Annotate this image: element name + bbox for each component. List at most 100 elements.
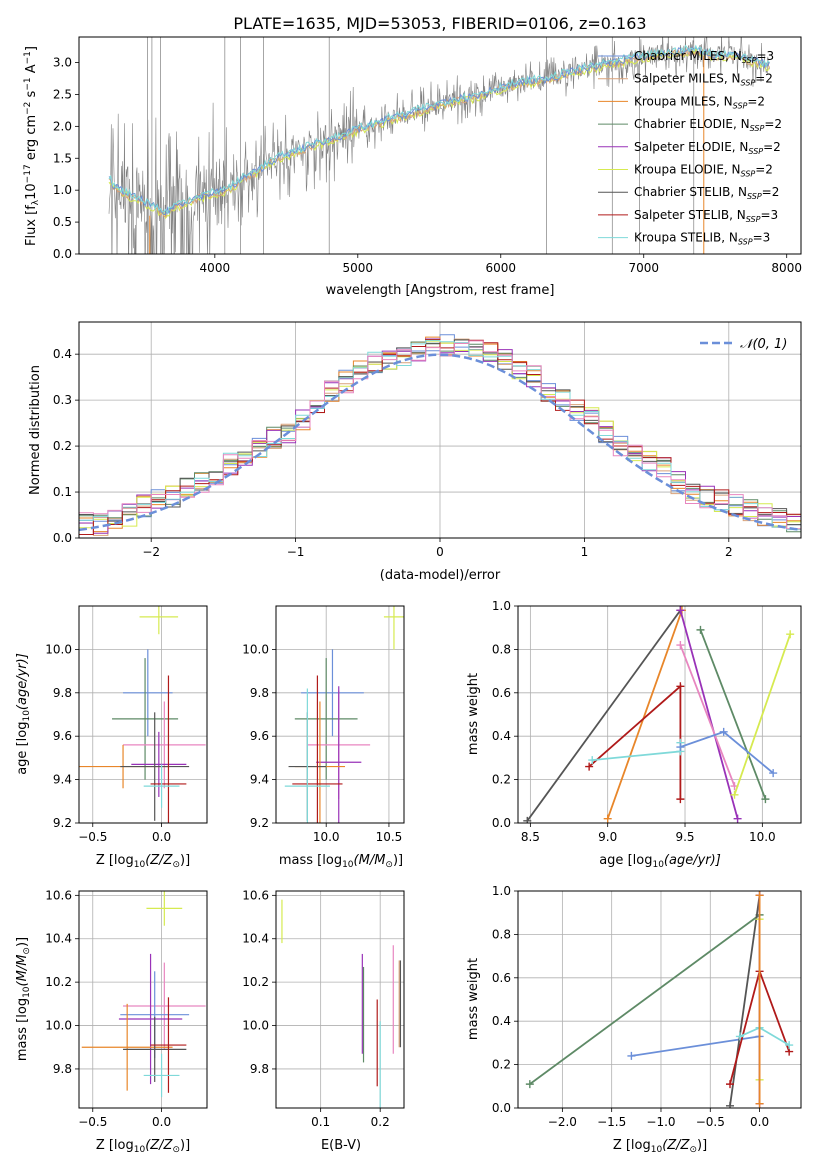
y-tick-label: 9.6 bbox=[250, 729, 269, 743]
y-tick-label: 1.5 bbox=[53, 151, 72, 165]
mass-vs-ebv-errorbars bbox=[281, 899, 402, 1108]
y-tick-label: 0.4 bbox=[492, 1014, 511, 1028]
x-tick-label: −1.0 bbox=[646, 1115, 675, 1129]
mass-vs-ebv-frame bbox=[275, 890, 405, 1109]
x-tick-label: −1 bbox=[287, 545, 305, 559]
y-tick-label: 9.2 bbox=[250, 816, 269, 830]
x-tick-label: 5000 bbox=[343, 261, 374, 275]
spectrum-lines bbox=[108, 37, 770, 254]
x-tick-label: −2 bbox=[142, 545, 160, 559]
x-tick-label: 0.1 bbox=[311, 1115, 330, 1129]
x-tick-label: 8000 bbox=[771, 261, 802, 275]
mass-vs-z-x-ticks: −0.5 0.0 bbox=[78, 1108, 171, 1129]
weight-marker-kroupa_stelib bbox=[785, 1041, 794, 1050]
weight-marker-kroupa_miles bbox=[755, 1099, 764, 1108]
legend-entry-sub: SSP bbox=[750, 124, 765, 133]
legend-entry-tail: =3 bbox=[756, 49, 774, 63]
weight-marker-chabrier_miles bbox=[627, 1051, 636, 1060]
weight-line-kroupa_miles bbox=[606, 609, 683, 820]
mass-vs-z-frame bbox=[78, 890, 208, 1109]
y-tick-label: 10.6 bbox=[242, 888, 269, 902]
residual-y-label: Normed distribution bbox=[28, 365, 43, 495]
legend-entry-tail: =2 bbox=[764, 117, 782, 131]
legend-entry-text: Salpeter MILES, N bbox=[634, 72, 741, 86]
age-vs-mass-y-ticks: 9.2 9.4 9.6 9.8 10.0 bbox=[242, 642, 276, 830]
age-vs-z-x-ticks: −0.5 0.0 bbox=[78, 823, 171, 844]
x-tick-label: 7000 bbox=[628, 261, 659, 275]
x-tick-label: 6000 bbox=[485, 261, 516, 275]
y-tick-label: 9.8 bbox=[250, 1062, 269, 1076]
weight-vs-z-grid bbox=[518, 890, 801, 1109]
legend-entry-text: Chabrier ELODIE, N bbox=[634, 117, 750, 131]
weight-marker-chabrier_elodie bbox=[525, 1080, 534, 1089]
legend-entry-sub: SSP bbox=[748, 147, 763, 156]
x-tick-label: −0.5 bbox=[78, 830, 107, 844]
age-vs-z-frame bbox=[78, 605, 208, 824]
weight-marker-kroupa_stelib bbox=[735, 1032, 744, 1041]
weight-vs-z-y-label: mass weight bbox=[466, 958, 481, 1040]
x-tick-label: 10.0 bbox=[749, 830, 776, 844]
weight-marker-kroupa_elodie bbox=[786, 630, 795, 639]
legend-entry-sub: SSP bbox=[741, 79, 756, 88]
weight-marker-kroupa_elodie bbox=[730, 790, 739, 799]
y-tick-label: 3.0 bbox=[53, 56, 72, 70]
y-tick-label: 10.0 bbox=[45, 1019, 72, 1033]
residual-y-ticks: 0.0 0.1 0.2 0.3 0.4 bbox=[53, 347, 79, 545]
weight-vs-z-panel: −2.0 −1.5 −1.0 −0.5 0.0 0.0 0.2 0.4 0.6 0.8 1.0 Z… bbox=[466, 884, 802, 1155]
y-tick-label: 0.6 bbox=[492, 686, 511, 700]
weight-marker-chabrier_elodie bbox=[696, 625, 705, 634]
y-tick-label: 1.0 bbox=[492, 599, 511, 613]
legend-entry-sub: SSP bbox=[742, 56, 757, 65]
y-tick-label: 0.8 bbox=[492, 927, 511, 941]
y-tick-label: 9.2 bbox=[53, 816, 72, 830]
weight-marker-chabrier_miles bbox=[719, 727, 728, 736]
weight-vs-z-lines bbox=[525, 891, 794, 1108]
y-tick-label: 9.6 bbox=[53, 729, 72, 743]
weight-line-chabrier_stelib bbox=[729, 895, 761, 1106]
residual-x-label: (data-model)/error bbox=[380, 568, 501, 583]
legend-entry-sub: SSP bbox=[746, 215, 761, 224]
legend-entry: Chabrier STELIB, NSSP=2 bbox=[634, 185, 779, 201]
weight-vs-z-y-ticks: 0.0 0.2 0.4 0.6 0.8 1.0 bbox=[492, 884, 518, 1115]
x-tick-label: −1.5 bbox=[597, 1115, 626, 1129]
x-tick-label: −2.0 bbox=[548, 1115, 577, 1129]
legend-entry-tail: =3 bbox=[753, 231, 771, 245]
weight-marker-kroupa_miles bbox=[755, 891, 764, 900]
x-tick-label: −0.5 bbox=[696, 1115, 725, 1129]
mass-vs-z-errorbars bbox=[81, 891, 206, 1098]
age-vs-mass-frame bbox=[275, 605, 405, 824]
mass-vs-ebv-panel: 0.1 0.2 9.8 10.0 10.2 10.4 10.6 E(B-V) bbox=[242, 888, 405, 1153]
x-tick-label: 0.0 bbox=[152, 1115, 171, 1129]
y-tick-label: 10.4 bbox=[45, 932, 72, 946]
weight-vs-age-x-label: age [log10(age/yr)] bbox=[599, 853, 721, 870]
weight-line-pink bbox=[679, 644, 736, 787]
legend-entry-sub: SSP bbox=[747, 192, 762, 201]
y-tick-label: 0.6 bbox=[492, 971, 511, 985]
legend-entry-text: Kroupa ELODIE, N bbox=[634, 163, 741, 177]
mass-vs-ebv-y-ticks: 9.8 10.0 10.2 10.4 10.6 bbox=[242, 888, 276, 1076]
y-tick-label: 9.4 bbox=[250, 773, 269, 787]
x-tick-label: 0.2 bbox=[371, 1115, 390, 1129]
weight-vs-z-x-label: Z [log10(Z/Z⊙)] bbox=[613, 1138, 707, 1155]
age-vs-mass-panel: 10.0 10.5 9.2 9.4 9.6 9.8 10.0 mass [log10(M/… bbox=[242, 605, 405, 870]
weight-marker-chabrier_stelib bbox=[726, 1101, 735, 1108]
legend-entry: Kroupa MILES, NSSP=2 bbox=[634, 94, 765, 110]
age-vs-z-panel: −0.5 0.0 9.2 9.4 9.6 9.8 10.0 Z [log10(Z/Z⊙)]… bbox=[15, 605, 208, 870]
residual-histograms bbox=[79, 334, 801, 538]
y-tick-label: 2.0 bbox=[53, 119, 72, 133]
figure-title: PLATE=1635, MJD=53053, FIBERID=0106, z=0… bbox=[233, 14, 646, 33]
x-tick-label: 0.0 bbox=[750, 1115, 769, 1129]
y-tick-label: 0.5 bbox=[53, 215, 72, 229]
legend-entry-sub: SSP bbox=[741, 170, 756, 179]
legend-entry: Salpeter STELIB, NSSP=3 bbox=[634, 208, 778, 224]
y-tick-label: 0.2 bbox=[492, 1058, 511, 1072]
y-tick-label: 0.1 bbox=[53, 485, 72, 499]
y-tick-label: 9.8 bbox=[250, 686, 269, 700]
residual-x-ticks: −2 −1 0 1 2 bbox=[142, 538, 733, 559]
y-tick-label: 10.4 bbox=[242, 932, 269, 946]
y-tick-label: 10.2 bbox=[242, 975, 269, 989]
y-tick-label: 0.4 bbox=[53, 347, 72, 361]
weight-vs-age-grid bbox=[518, 605, 801, 824]
weight-marker-chabrier_stelib bbox=[523, 816, 532, 823]
